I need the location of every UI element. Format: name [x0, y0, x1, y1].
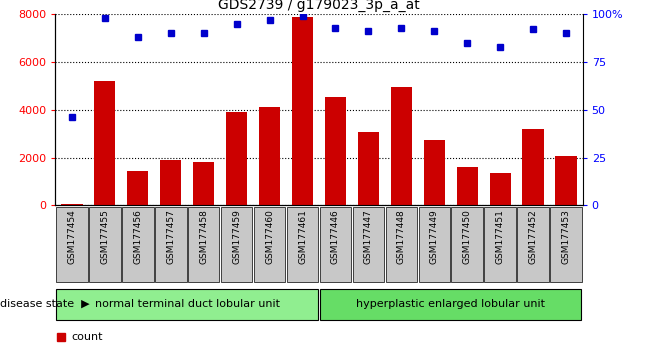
Bar — [555, 156, 577, 205]
FancyBboxPatch shape — [188, 207, 219, 282]
FancyBboxPatch shape — [56, 289, 318, 320]
Bar — [292, 17, 313, 205]
FancyBboxPatch shape — [353, 207, 384, 282]
Bar — [127, 171, 148, 205]
Text: GSM177449: GSM177449 — [430, 209, 439, 264]
Bar — [325, 97, 346, 205]
Text: GSM177455: GSM177455 — [100, 209, 109, 264]
FancyBboxPatch shape — [56, 207, 88, 282]
Text: disease state  ▶: disease state ▶ — [0, 299, 90, 309]
Text: GSM177451: GSM177451 — [496, 209, 505, 264]
Text: GSM177461: GSM177461 — [298, 209, 307, 264]
FancyBboxPatch shape — [550, 207, 582, 282]
Text: GSM177447: GSM177447 — [364, 209, 373, 264]
Bar — [424, 139, 445, 205]
Text: count: count — [71, 332, 103, 342]
Text: GSM177457: GSM177457 — [166, 209, 175, 264]
FancyBboxPatch shape — [518, 207, 549, 282]
FancyBboxPatch shape — [89, 207, 120, 282]
Bar — [226, 112, 247, 205]
Text: GSM177460: GSM177460 — [265, 209, 274, 264]
Bar — [94, 81, 115, 205]
Bar — [523, 129, 544, 205]
Text: normal terminal duct lobular unit: normal terminal duct lobular unit — [94, 299, 280, 309]
Text: GSM177458: GSM177458 — [199, 209, 208, 264]
Text: GSM177459: GSM177459 — [232, 209, 241, 264]
Bar — [160, 160, 182, 205]
Bar — [456, 167, 478, 205]
Text: GSM177446: GSM177446 — [331, 209, 340, 264]
Bar — [259, 107, 281, 205]
Text: GSM177454: GSM177454 — [67, 209, 76, 264]
FancyBboxPatch shape — [484, 207, 516, 282]
FancyBboxPatch shape — [221, 207, 253, 282]
Bar — [391, 87, 412, 205]
Text: hyperplastic enlarged lobular unit: hyperplastic enlarged lobular unit — [356, 299, 546, 309]
FancyBboxPatch shape — [385, 207, 417, 282]
Text: GSM177453: GSM177453 — [562, 209, 571, 264]
FancyBboxPatch shape — [155, 207, 186, 282]
FancyBboxPatch shape — [320, 289, 581, 320]
Bar — [490, 173, 511, 205]
FancyBboxPatch shape — [254, 207, 285, 282]
FancyBboxPatch shape — [419, 207, 450, 282]
FancyBboxPatch shape — [122, 207, 154, 282]
FancyBboxPatch shape — [452, 207, 483, 282]
FancyBboxPatch shape — [286, 207, 318, 282]
FancyBboxPatch shape — [320, 207, 352, 282]
Bar — [193, 162, 214, 205]
Text: GSM177452: GSM177452 — [529, 209, 538, 264]
Bar — [357, 132, 379, 205]
Text: GSM177450: GSM177450 — [463, 209, 472, 264]
Bar — [61, 204, 83, 205]
Text: GSM177448: GSM177448 — [397, 209, 406, 264]
Title: GDS2739 / g179023_3p_a_at: GDS2739 / g179023_3p_a_at — [218, 0, 420, 12]
Text: GSM177456: GSM177456 — [133, 209, 142, 264]
